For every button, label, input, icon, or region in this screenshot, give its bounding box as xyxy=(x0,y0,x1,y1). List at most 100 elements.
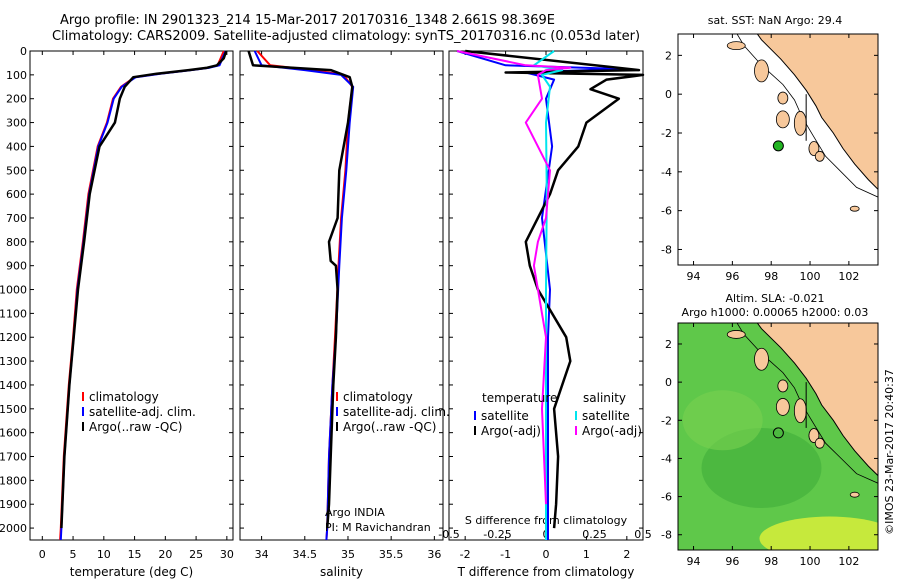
depth-tick-label: 500 xyxy=(6,164,27,177)
map-frame xyxy=(677,33,879,266)
x-tick-label: 34.5 xyxy=(293,548,318,561)
map-y-tick-label: -4 xyxy=(661,452,672,465)
map-y-tick-label: 0 xyxy=(665,376,672,389)
x-top-tick-label: -0.25 xyxy=(483,528,511,541)
map-y-tick-label: -6 xyxy=(661,491,672,504)
depth-tick-label: 1100 xyxy=(0,307,27,320)
map-y-tick-label: -2 xyxy=(661,127,672,140)
x-tick-label: 2 xyxy=(623,548,630,561)
x-tick-label: 25 xyxy=(189,548,203,561)
map-y-tick-label: 2 xyxy=(665,49,672,62)
legend-label: satellite-adj. clim. xyxy=(89,405,196,419)
sla-patch xyxy=(682,390,763,451)
map-top: 94 96 98 100 102 2 0 -2 -4 -6 -8 xyxy=(661,33,879,283)
island xyxy=(793,398,807,424)
series-temperature-2 xyxy=(60,50,228,529)
map-y-tick-label: -8 xyxy=(661,529,672,542)
title-line-1: Argo profile: IN 2901323_214 15-Mar-2017… xyxy=(60,13,555,28)
map-x-tick-label: 96 xyxy=(725,270,739,283)
plot-frame-salinity xyxy=(239,50,444,541)
x-tick-label: 34 xyxy=(255,548,269,561)
depth-tick-label: 2000 xyxy=(0,522,27,535)
map-y-tick-label: -8 xyxy=(661,243,672,256)
x-axis-label: temperature (deg C) xyxy=(70,565,193,579)
argo-float-marker xyxy=(772,427,784,439)
legend-label: Argo(..raw -QC) xyxy=(343,420,436,434)
island xyxy=(726,41,746,51)
map-x-tick-label: 94 xyxy=(687,555,701,568)
map-x-tick-label: 100 xyxy=(800,555,821,568)
island xyxy=(754,347,769,371)
island xyxy=(814,437,825,449)
x-tick-label: 36 xyxy=(427,548,441,561)
legend-label: satellite xyxy=(481,409,529,423)
x-top-tick-label: 0.25 xyxy=(582,528,607,541)
depth-tick-label: 1600 xyxy=(0,427,27,440)
map-y-tick-label: -6 xyxy=(661,205,672,218)
legend-label: climatology xyxy=(343,390,413,404)
plot-frame-temperature xyxy=(29,50,234,541)
island xyxy=(849,491,860,498)
map-x-tick-label: 102 xyxy=(838,270,859,283)
x-tick-label: 35 xyxy=(341,548,355,561)
x-tick-label: 0 xyxy=(39,548,46,561)
depth-tick-label: 1900 xyxy=(0,498,27,511)
x-tick-label: 0 xyxy=(543,548,550,561)
map-bottom-title-1: Altim. SLA: -0.021 xyxy=(725,292,824,305)
series-differences-2 xyxy=(532,50,564,540)
map-y-tick-label: -2 xyxy=(661,414,672,427)
annotation-institution: Argo INDIA xyxy=(325,506,385,519)
panel-salinity: 34 34.5 35 35.5 36 salinity climatologysatelli… xyxy=(239,50,450,579)
depth-tick-label: 1300 xyxy=(0,355,27,368)
map-x-tick-label: 98 xyxy=(764,555,778,568)
series-differences-3 xyxy=(456,50,572,505)
island xyxy=(754,59,769,83)
x-axis-label: salinity xyxy=(320,565,363,579)
island xyxy=(777,91,789,105)
island xyxy=(849,205,860,212)
map-x-tick-label: 100 xyxy=(800,270,821,283)
depth-tick-label: 1200 xyxy=(0,331,27,344)
legend-header-salinity: salinity xyxy=(583,391,626,405)
depth-tick-label: 800 xyxy=(6,236,27,249)
argo-float-marker xyxy=(772,140,784,152)
depth-tick-label: 1400 xyxy=(0,379,27,392)
x-tick-label: 5 xyxy=(70,548,77,561)
map-y-tick-label: -4 xyxy=(661,166,672,179)
island xyxy=(808,141,820,156)
map-y-tick-label: 2 xyxy=(665,338,672,351)
map-content xyxy=(678,34,878,265)
depth-tick-label: 1800 xyxy=(0,474,27,487)
legend-label: Argo(-adj) xyxy=(582,424,642,438)
map-content xyxy=(678,323,878,550)
map-bottom-title-2: Argo h1000: 0.00065 h2000: 0.03 xyxy=(682,306,869,319)
depth-tick-label: 700 xyxy=(6,212,27,225)
depth-tick-label: 200 xyxy=(6,93,27,106)
island xyxy=(808,428,820,443)
depth-tick-label: 1700 xyxy=(0,451,27,464)
x-top-tick-label: 0.5 xyxy=(634,528,652,541)
island xyxy=(777,379,789,393)
sla-high-anomaly xyxy=(759,516,878,550)
island xyxy=(726,330,746,339)
island xyxy=(793,110,807,136)
panel-temperature: 0100200300400500600700800900100011001200… xyxy=(0,45,234,579)
map-top-title: sat. SST: NaN Argo: 29.4 xyxy=(708,14,842,27)
x-tick-label: -2 xyxy=(460,548,471,561)
map-x-tick-label: 96 xyxy=(725,555,739,568)
map-frame xyxy=(677,322,879,551)
depth-tick-label: 600 xyxy=(6,188,27,201)
depth-tick-label: 100 xyxy=(6,69,27,82)
x-top-tick-label: -0.5 xyxy=(438,528,459,541)
x-axis-label: T difference from climatology xyxy=(457,565,635,579)
island xyxy=(775,398,790,416)
x-tick-label: 10 xyxy=(97,548,111,561)
island xyxy=(775,110,790,129)
series-salinity-1 xyxy=(253,50,355,541)
legend-label: climatology xyxy=(89,390,159,404)
map-x-tick-label: 102 xyxy=(838,555,859,568)
panel-differences: -2 -1 0 1 2-0.5 -0.25 0 0.25 0.5S difference fro… xyxy=(438,49,652,579)
legend-label: Argo(-adj) xyxy=(481,424,541,438)
legend-label: Argo(..raw -QC) xyxy=(89,420,182,434)
